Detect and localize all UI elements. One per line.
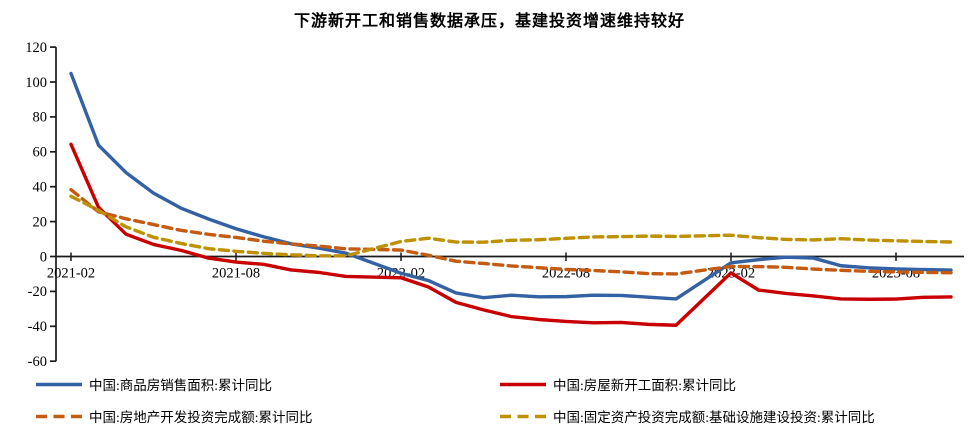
y-axis-label: 120 xyxy=(25,40,47,56)
legend-label: 中国:房地产开发投资完成额:累计同比 xyxy=(89,410,313,425)
y-axis-label: 80 xyxy=(33,110,48,126)
y-axis-label: 20 xyxy=(33,214,48,230)
series-line-1 xyxy=(69,142,953,327)
series-line-0 xyxy=(69,71,953,301)
series-line-2 xyxy=(69,187,953,276)
legend-dashed-line-icon xyxy=(500,414,546,418)
legend-solid-line-icon xyxy=(500,382,546,386)
legend-item-3: 中国:固定资产投资完成额:基础设施建设投资:累计同比 xyxy=(500,406,966,426)
legend-solid-line-icon xyxy=(36,382,82,386)
legend-label: 中国:房屋新开工面积:累计同比 xyxy=(553,378,737,393)
legend-label: 中国:固定资产投资完成额:基础设施建设投资:累计同比 xyxy=(553,410,875,425)
y-axis-label: 100 xyxy=(25,75,47,91)
x-axis-label: 2021-08 xyxy=(212,266,260,282)
y-axis-label: 60 xyxy=(33,145,48,161)
chart-legend: 中国:商品房销售面积:累计同比 中国:房屋新开工面积:累计同比中国:房地产开发投资… xyxy=(36,374,966,426)
legend-item-2: 中国:房地产开发投资完成额:累计同比 xyxy=(36,406,500,426)
legend-item-1: 中国:房屋新开工面积:累计同比 xyxy=(500,374,966,394)
y-axis-label: -20 xyxy=(28,284,47,300)
legend-dashed-line-icon xyxy=(36,414,82,418)
legend-label: 中国:商品房销售面积:累计同比 xyxy=(89,378,273,393)
x-axis-label: 2021-02 xyxy=(47,266,95,282)
legend-item-0: 中国:商品房销售面积:累计同比 xyxy=(36,374,500,394)
y-axis-label: 0 xyxy=(40,249,47,265)
series-line-3 xyxy=(69,194,953,258)
chart-title: 下游新开工和销售数据承压，基建投资增速维持较好 xyxy=(293,13,685,30)
y-axis-label: 40 xyxy=(33,180,48,196)
y-axis-label: -60 xyxy=(28,354,47,370)
y-axis-label: -40 xyxy=(28,319,47,335)
